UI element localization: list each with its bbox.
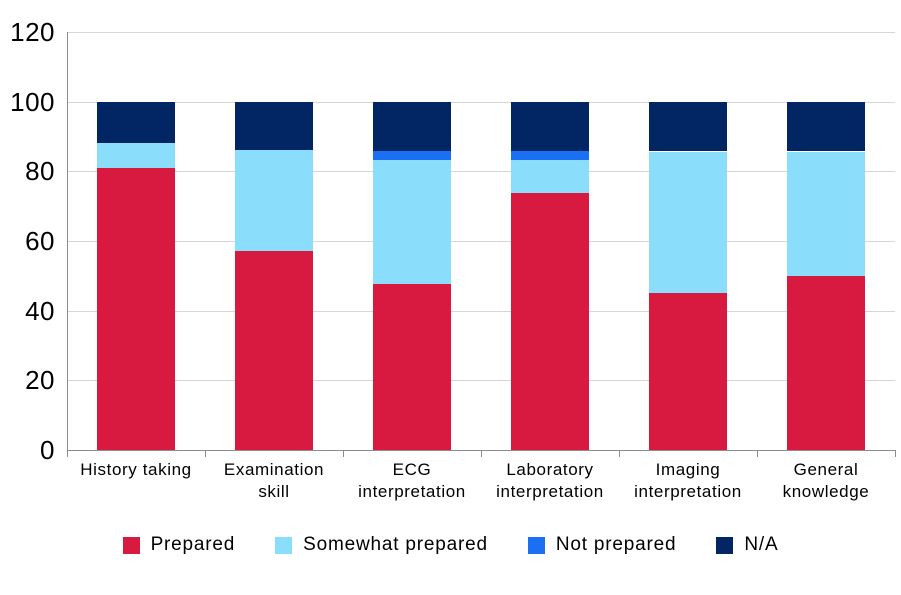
bar-segment-imaging-prepared (649, 292, 727, 450)
legend-swatch-prepared (122, 536, 140, 554)
bar-segment-examination-n-a (235, 101, 313, 151)
legend-label-n-a: N/A (744, 534, 779, 555)
plot-area (67, 32, 895, 450)
bar-segment-ecg-n-a (373, 101, 451, 152)
bar-segment-history-taking-n-a (97, 101, 175, 144)
bar-segment-history-taking-somewhat-prepared (97, 143, 175, 168)
bar-segment-examination-prepared (235, 251, 313, 450)
bar-segment-examination-somewhat-prepared (235, 150, 313, 252)
x-axis-tick (343, 451, 344, 457)
x-category-label-general: General knowledge (782, 460, 870, 501)
y-tick-label-120: 120 (10, 17, 55, 47)
x-axis-tick (619, 451, 620, 457)
bar-segment-laboratory-prepared (511, 192, 589, 450)
bar-segment-ecg-somewhat-prepared (373, 159, 451, 285)
y-tick-label-0: 0 (40, 435, 55, 465)
x-axis-tick (205, 451, 206, 457)
gridline-80 (67, 171, 895, 173)
gridline-20 (67, 380, 895, 382)
bar-segment-ecg-not-prepared (373, 151, 451, 160)
x-category-label-ecg: ECG interpretation (358, 460, 466, 501)
gridline-120 (67, 32, 895, 33)
x-axis-line (67, 450, 896, 451)
gridline-100 (67, 101, 895, 103)
bar-segment-imaging-n-a (649, 101, 727, 152)
x-axis-tick (757, 451, 758, 457)
legend-swatch-somewhat-prepared (275, 536, 293, 554)
x-axis-tick (895, 451, 896, 457)
bar-segment-general-n-a (787, 101, 865, 152)
legend-item-not-prepared: Not prepared (527, 534, 677, 556)
legend-item-prepared: Prepared (122, 534, 236, 556)
x-category-label-examination: Examination skill (223, 460, 325, 501)
legend-label-somewhat-prepared: Somewhat prepared (303, 534, 488, 555)
legend-item-n-a: N/A (716, 534, 778, 556)
chart-legend: Prepared Somewhat prepared Not prepared N/A (0, 534, 901, 556)
y-tick-label-20: 20 (25, 365, 55, 396)
bar-segment-imaging-somewhat-prepared (649, 151, 727, 293)
legend-item-somewhat-prepared: Somewhat prepared (275, 534, 488, 556)
legend-label-not-prepared: Not prepared (555, 534, 677, 555)
bar-segment-laboratory-somewhat-prepared (511, 159, 589, 193)
bar-segment-general-somewhat-prepared (787, 151, 865, 276)
bar-segment-ecg-prepared (373, 284, 451, 450)
x-category-label-history-taking: History taking (80, 460, 192, 479)
x-axis-tick (67, 451, 68, 457)
y-tick-label-40: 40 (25, 295, 55, 326)
y-axis-line (67, 32, 68, 450)
y-tick-label-100: 100 (10, 86, 55, 117)
x-category-label-imaging: Imaging interpretation (634, 460, 742, 501)
x-axis-tick (481, 451, 482, 457)
legend-label-prepared: Prepared (150, 534, 236, 555)
bar-segment-laboratory-n-a (511, 101, 589, 152)
gridline-60 (67, 241, 895, 242)
gridline-40 (67, 310, 895, 312)
y-tick-label-60: 60 (25, 226, 55, 256)
legend-swatch-n-a (716, 536, 734, 554)
bar-segment-laboratory-not-prepared (511, 151, 589, 160)
legend-swatch-not-prepared (527, 536, 545, 554)
bar-segment-history-taking-prepared (97, 167, 175, 450)
x-category-label-laboratory: Laboratory interpretation (496, 460, 604, 501)
y-tick-label-80: 80 (25, 156, 55, 187)
bar-segment-general-prepared (787, 275, 865, 450)
